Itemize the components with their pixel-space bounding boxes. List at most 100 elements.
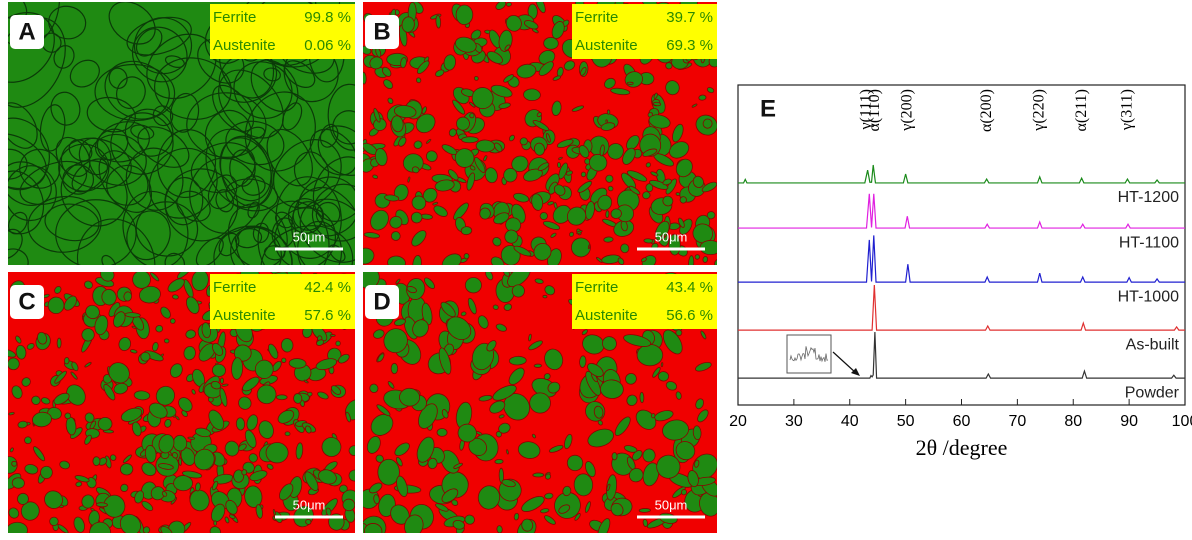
ferrite-grain [161,491,168,497]
ferrite-grain [410,211,423,224]
ferrite-grain [611,452,618,461]
ferrite-grain [494,458,504,465]
grain-boundary [186,92,267,158]
ferrite-label: Ferrite [575,9,618,26]
ferrite-grain [363,71,367,85]
ferrite-grain [81,328,95,342]
phase-legend-bg [210,4,355,59]
ferrite-grain [11,460,18,467]
ferrite-grain [626,134,640,151]
ferrite-grain [193,448,215,471]
panel-letter-box [365,15,399,49]
ferrite-grain [119,513,142,533]
ferrite-grain [519,137,528,146]
ferrite-grain [531,193,544,211]
ferrite-grain [235,417,246,431]
ferrite-grain [411,166,420,174]
arrow-head [851,368,860,376]
ferrite-grain [70,371,78,380]
ferrite-grain [411,195,427,211]
austenite-label: Austenite [213,37,276,54]
grain-boundary [8,248,29,265]
grain-boundary [229,149,256,187]
ferrite-grain [411,230,427,247]
ferrite-grain [330,385,342,395]
ferrite-grain [372,174,379,180]
ferrite-grain [679,196,687,204]
ferrite-grain [24,464,39,475]
ferrite-grain [455,4,474,26]
grain-boundary [60,160,128,227]
ferrite-grain [280,338,294,353]
ferrite-grain [523,168,543,182]
ferrite-grain [504,229,519,244]
ferrite-grain [377,458,400,486]
peak-label: γ(311) [1119,89,1136,131]
ferrite-grain [552,75,562,81]
ferrite-grain [463,253,470,260]
ferrite-grain [185,296,200,315]
ferrite-grain [653,92,658,99]
ferrite-grain [484,167,498,184]
ferrite-grain [547,201,555,206]
ferrite-grain [654,220,670,241]
ferrite-grain [433,205,448,217]
ferrite-grain [622,147,636,165]
ferrite-grain [441,488,459,503]
ferrite-grain [557,161,561,168]
ferrite-grain [587,428,614,448]
peak-label: α(200) [978,89,995,132]
ferrite-grain [345,411,351,423]
ferrite-grain [396,475,408,498]
grain-boundary [126,210,171,261]
ferrite-grain [606,483,611,491]
ferrite-grain [626,81,634,85]
ferrite-grain [695,398,705,410]
grain-boundary [131,26,188,83]
ferrite-grain [304,471,319,492]
x-tick-label: 40 [841,413,859,430]
ferrite-grain [617,257,625,265]
xrd-pattern [738,193,1185,229]
ferrite-grain [242,376,260,392]
ferrite-grain [369,56,384,70]
ferrite-grain [573,473,594,497]
ferrite-grain [363,272,380,290]
grain-boundary [312,156,355,222]
grain-boundary [88,133,147,186]
ferrite-grain [238,443,247,451]
ferrite-grain [493,212,510,225]
ferrite-grain [8,456,18,474]
series-label: HT-1000 [1118,288,1179,305]
panel-letter: B [373,18,390,45]
ferrite-grain [118,337,132,352]
ferrite-grain [139,285,161,304]
ferrite-grain [501,479,516,488]
ferrite-grain [201,322,212,339]
ferrite-grain [406,286,417,294]
grain-boundary [164,176,204,226]
ferrite-grain [369,383,379,394]
ferrite-grain [660,362,664,368]
ferrite-grain [496,525,503,533]
ferrite-grain [493,142,503,153]
ferrite-grain [194,427,211,438]
ferrite-grain [533,363,543,368]
ferrite-grain [574,513,581,521]
ferrite-grain [160,525,173,533]
ferrite-grain [185,329,197,339]
ferrite-grain [508,367,525,385]
ferrite-grain [158,463,174,470]
peak-label: α(211) [1073,89,1090,131]
ferrite-grain [492,304,499,310]
ferrite-grain [390,231,401,241]
ferrite-grain [224,516,230,524]
ferrite-grain [649,179,669,190]
grain-boundary [48,5,87,40]
ferrite-grain [479,207,491,220]
ferrite-grain [645,162,651,168]
ferrite-grain [460,311,467,317]
grain-boundary [332,110,355,145]
grain-boundary [309,128,355,176]
ferrite-grain [317,391,329,400]
